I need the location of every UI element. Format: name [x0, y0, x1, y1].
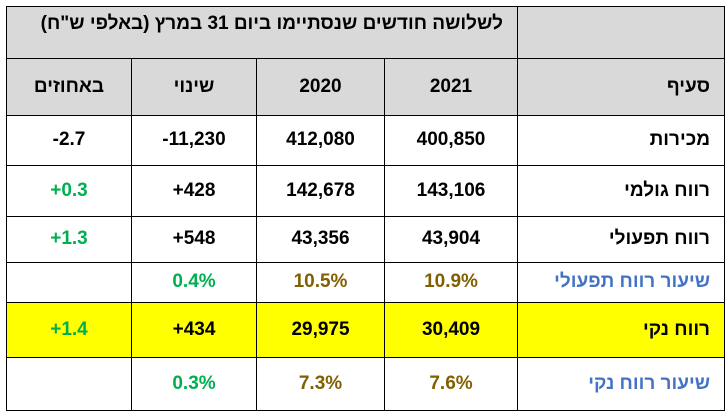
sales-2020: 412,080: [256, 114, 385, 167]
header-2020: 2020: [256, 58, 385, 116]
column-header-row: באחוזים שינוי 2020 2021 סעיף: [6, 58, 725, 116]
operating-profit-pct: +1.3: [6, 215, 132, 263]
net-profit-pct: +1.4: [6, 302, 132, 358]
table-row-gross-profit: +0.3 +428 142,678 143,106 רווח גולמי: [6, 165, 725, 217]
net-profit-2021: 30,409: [384, 302, 518, 358]
gross-profit-2020: 142,678: [256, 165, 385, 217]
operating-margin-label: שיעור רווח תפעולי: [517, 261, 725, 304]
operating-margin-pct: [6, 261, 132, 304]
results-table-container: לשלושה חודשים שנסתיימו ביום 31 במרץ (באל…: [6, 5, 725, 412]
gross-profit-pct: +0.3: [6, 165, 132, 217]
table-row-sales: -2.7 -11,230 412,080 400,850 מכירות: [6, 114, 725, 167]
table-title: לשלושה חודשים שנסתיימו ביום 31 במרץ (באל…: [6, 5, 518, 60]
header-change: שינוי: [131, 58, 257, 116]
header-item: סעיף: [517, 58, 725, 116]
table-row-operating-profit: +1.3 +548 43,356 43,904 רווח תפעולי: [6, 215, 725, 263]
table-row-operating-margin: 0.4% 10.5% 10.9% שיעור רווח תפעולי: [6, 261, 725, 304]
gross-profit-change: +428: [131, 165, 257, 217]
operating-margin-2021: 10.9%: [384, 261, 518, 304]
table-row-net-margin: 0.3% 7.3% 7.6% שיעור רווח נקי: [6, 356, 725, 412]
net-margin-2021: 7.6%: [384, 356, 518, 412]
header-2021: 2021: [384, 58, 518, 116]
operating-profit-change: +548: [131, 215, 257, 263]
gross-profit-2021: 143,106: [384, 165, 518, 217]
gross-profit-label: רווח גולמי: [517, 165, 725, 217]
sales-2021: 400,850: [384, 114, 518, 167]
sales-pct: -2.7: [6, 114, 132, 167]
title-empty-cell: [517, 5, 725, 60]
table-title-row: לשלושה חודשים שנסתיימו ביום 31 במרץ (באל…: [6, 5, 725, 60]
operating-margin-2020: 10.5%: [256, 261, 385, 304]
operating-profit-label: רווח תפעולי: [517, 215, 725, 263]
operating-margin-change: 0.4%: [131, 261, 257, 304]
net-margin-label: שיעור רווח נקי: [517, 356, 725, 412]
net-profit-change: +434: [131, 302, 257, 358]
sales-change: -11,230: [131, 114, 257, 167]
net-profit-label: רווח נקי: [517, 302, 725, 358]
net-profit-2020: 29,975: [256, 302, 385, 358]
header-pct: באחוזים: [6, 58, 132, 116]
net-margin-change: 0.3%: [131, 356, 257, 412]
financial-results-table: לשלושה חודשים שנסתיימו ביום 31 במרץ (באל…: [6, 5, 725, 412]
net-margin-2020: 7.3%: [256, 356, 385, 412]
operating-profit-2021: 43,904: [384, 215, 518, 263]
net-margin-pct: [6, 356, 132, 412]
table-row-net-profit: +1.4 +434 29,975 30,409 רווח נקי: [6, 302, 725, 358]
operating-profit-2020: 43,356: [256, 215, 385, 263]
sales-label: מכירות: [517, 114, 725, 167]
